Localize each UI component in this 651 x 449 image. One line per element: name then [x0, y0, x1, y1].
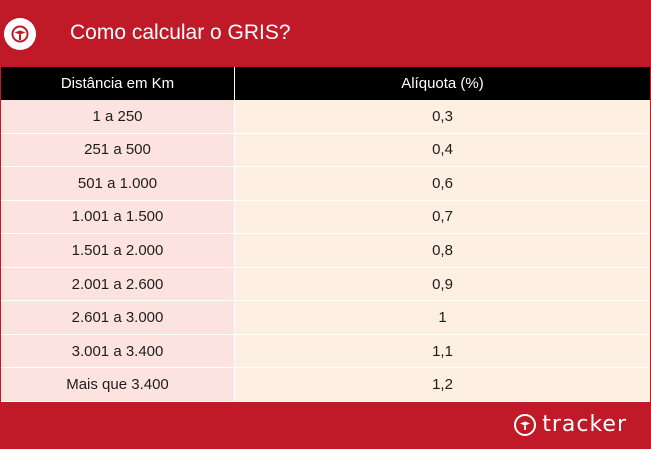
- rate-cell: 1,1: [235, 334, 650, 368]
- column-header-distance: Distância em Km: [1, 67, 235, 100]
- table-row: 2.601 a 3.000 1: [1, 301, 650, 335]
- tracker-footer-emblem-icon: [514, 414, 537, 436]
- distance-cell: 1.001 a 1.500: [1, 200, 235, 234]
- distance-cell: 2.001 a 2.600: [1, 267, 235, 301]
- rate-cell: 0,8: [235, 234, 650, 267]
- table-row: 1 a 250 0,3: [1, 100, 650, 134]
- distance-cell: 3.001 a 3.400: [1, 334, 235, 368]
- table-row: 2.001 a 2.600 0,9: [1, 267, 650, 302]
- tracker-emblem-icon: [4, 18, 36, 50]
- table-row: 3.001 a 3.400 1,1: [1, 334, 650, 369]
- distance-cell: 1.501 a 2.000: [1, 234, 235, 267]
- distance-cell: Mais que 3.400: [1, 368, 235, 401]
- brand-wordmark: tracker: [542, 412, 627, 437]
- distance-cell: 251 a 500: [1, 133, 235, 167]
- rate-cell: 1: [235, 301, 650, 334]
- rate-cell: 0,4: [235, 133, 650, 167]
- rate-cell: 0,9: [235, 267, 650, 301]
- table-row: 251 a 500 0,4: [1, 133, 650, 168]
- rate-cell: 0,7: [235, 200, 650, 234]
- rate-cell: 0,6: [235, 167, 650, 200]
- gris-table: Distância em Km Alíquota (%) 1 a 250 0,3…: [1, 67, 650, 402]
- rate-cell: 0,3: [235, 100, 650, 133]
- header-bar: Como calcular o GRIS?: [0, 0, 651, 67]
- table-row: Mais que 3.400 1,2: [1, 368, 650, 402]
- column-header-rate: Alíquota (%): [401, 75, 484, 92]
- table-row: 1.501 a 2.000 0,8: [1, 234, 650, 268]
- rate-cell: 1,2: [235, 368, 650, 401]
- distance-cell: 2.601 a 3.000: [1, 301, 235, 334]
- footer-brand-logo: tracker: [514, 414, 627, 436]
- page-title: Como calcular o GRIS?: [70, 21, 291, 44]
- table-row: 1.001 a 1.500 0,7: [1, 200, 650, 235]
- distance-cell: 501 a 1.000: [1, 167, 235, 200]
- distance-cell: 1 a 250: [1, 100, 235, 133]
- table-header-row: Distância em Km Alíquota (%): [1, 67, 650, 100]
- table-row: 501 a 1.000 0,6: [1, 167, 650, 201]
